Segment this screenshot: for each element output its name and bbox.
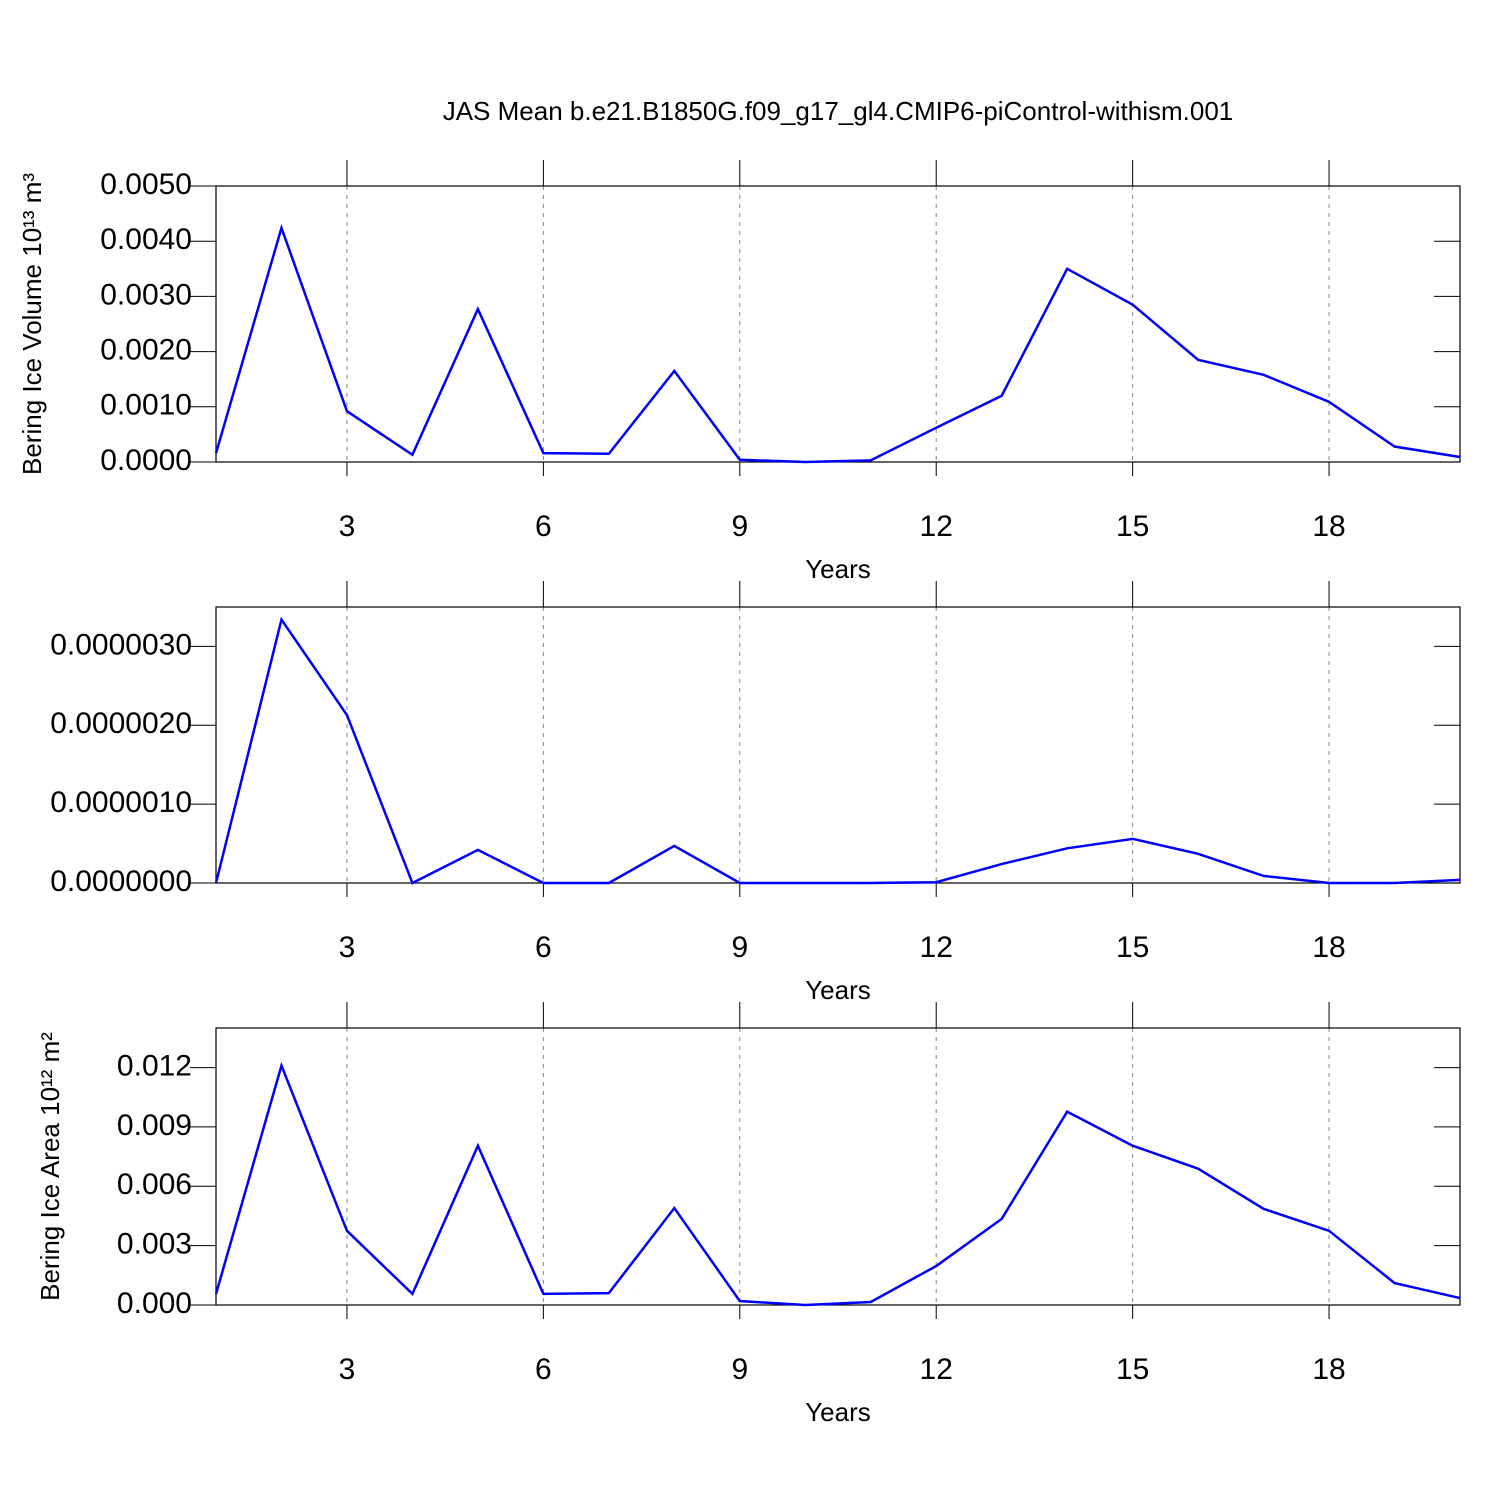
y-tick-label: 0.0040 bbox=[100, 223, 192, 256]
y-tick-label: 0.009 bbox=[117, 1109, 192, 1142]
y-tick-label: 0.0020 bbox=[100, 334, 192, 367]
x-tick-label: 12 bbox=[920, 1353, 953, 1386]
x-tick-label: 18 bbox=[1312, 931, 1345, 964]
data-line bbox=[214, 1061, 1461, 1307]
data-line bbox=[214, 223, 1461, 464]
x-axis-label: Years bbox=[805, 1397, 871, 1427]
y-tick-label: 0.0000020 bbox=[50, 707, 192, 740]
x-tick-label: 15 bbox=[1116, 1353, 1149, 1386]
x-tick-label: 6 bbox=[535, 510, 552, 543]
x-tick-label: 15 bbox=[1116, 931, 1149, 964]
data-line bbox=[214, 616, 1461, 885]
y-tick-label: 0.0010 bbox=[100, 389, 192, 422]
x-tick-label: 9 bbox=[731, 1353, 748, 1386]
y-tick-label: 0.000 bbox=[117, 1287, 192, 1320]
x-tick-label: 6 bbox=[535, 1353, 552, 1386]
x-tick-label: 18 bbox=[1312, 510, 1345, 543]
x-tick-label: 3 bbox=[339, 510, 356, 543]
x-tick-label: 15 bbox=[1116, 510, 1149, 543]
x-tick-label: 3 bbox=[339, 1353, 356, 1386]
y-axis-label: Bering Ice Area 10¹² m² bbox=[35, 1032, 65, 1301]
x-axis-label: Years bbox=[805, 975, 871, 1005]
y-tick-label: 0.012 bbox=[117, 1049, 192, 1082]
x-axis-label: Years bbox=[805, 554, 871, 584]
y-axis-label: Bering Ice Volume 10¹³ m³ bbox=[17, 173, 47, 475]
y-tick-label: 0.0000 bbox=[100, 444, 192, 477]
plot-frame bbox=[215, 185, 1461, 463]
y-tick-label: 0.006 bbox=[117, 1168, 192, 1201]
x-tick-label: 6 bbox=[535, 931, 552, 964]
y-tick-label: 0.0000030 bbox=[50, 628, 192, 661]
plot-frame bbox=[215, 606, 1461, 884]
y-tick-label: 0.0000010 bbox=[50, 786, 192, 819]
plot-frame bbox=[215, 1027, 1461, 1306]
y-tick-label: 0.0050 bbox=[100, 168, 192, 201]
y-tick-label: 0.0030 bbox=[100, 278, 192, 311]
x-tick-label: 18 bbox=[1312, 1353, 1345, 1386]
chart-title: JAS Mean b.e21.B1850G.f09_g17_gl4.CMIP6-… bbox=[443, 96, 1234, 126]
x-tick-label: 12 bbox=[920, 931, 953, 964]
y-tick-label: 0.0000000 bbox=[50, 865, 192, 898]
x-tick-label: 3 bbox=[339, 931, 356, 964]
x-tick-label: 9 bbox=[731, 510, 748, 543]
x-tick-label: 12 bbox=[920, 510, 953, 543]
x-tick-label: 9 bbox=[731, 931, 748, 964]
y-tick-label: 0.003 bbox=[117, 1228, 192, 1261]
